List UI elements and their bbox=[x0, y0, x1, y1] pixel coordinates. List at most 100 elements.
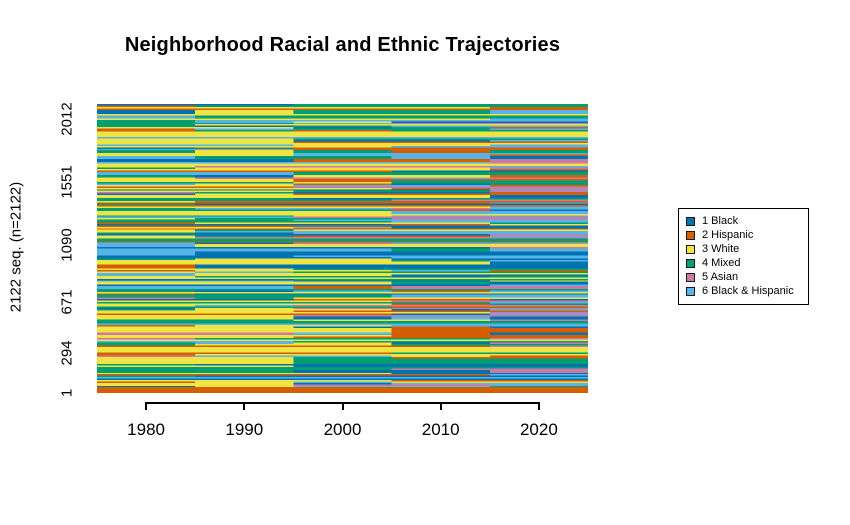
sequence-segment bbox=[489, 134, 588, 137]
sequence-segment bbox=[97, 124, 196, 126]
legend-label: 6 Black & Hispanic bbox=[702, 285, 794, 297]
sequence-segment bbox=[489, 303, 588, 306]
sequence-segment bbox=[195, 225, 294, 228]
sequence-segment bbox=[391, 336, 490, 339]
sequence-segment bbox=[97, 368, 196, 371]
sequence-segment bbox=[97, 239, 196, 242]
sequence-segment bbox=[391, 231, 490, 233]
sequence-segment bbox=[195, 300, 294, 303]
sequence-segment bbox=[391, 330, 490, 333]
sequence-segment bbox=[489, 255, 588, 258]
sequence-segment bbox=[293, 147, 392, 150]
sequence-segment bbox=[391, 125, 490, 128]
legend-item: 6 Black & Hispanic bbox=[686, 286, 808, 297]
sequence-segment bbox=[391, 236, 490, 239]
sequence-segment bbox=[97, 381, 196, 384]
sequence-segment bbox=[195, 271, 294, 274]
sequence-segment bbox=[97, 105, 196, 108]
sequence-segment bbox=[293, 313, 392, 316]
sequence-segment bbox=[293, 117, 392, 119]
sequence-segment bbox=[195, 221, 294, 223]
sequence-segment bbox=[293, 106, 392, 109]
sequence-segment bbox=[293, 355, 392, 358]
sequence-segment bbox=[489, 144, 588, 147]
sequence-segment bbox=[97, 351, 196, 353]
sequence-segment bbox=[97, 322, 196, 324]
sequence-segment bbox=[97, 385, 196, 388]
sequence-segment bbox=[293, 381, 392, 384]
sequence-segment bbox=[97, 200, 196, 203]
sequence-segment bbox=[391, 105, 490, 108]
sequence-segment bbox=[97, 327, 196, 330]
sequence-segment bbox=[97, 281, 196, 284]
sequence-segment bbox=[293, 145, 392, 148]
sequence-segment bbox=[391, 153, 490, 155]
sequence-segment bbox=[195, 340, 294, 343]
sequence-segment bbox=[489, 301, 588, 304]
sequence-segment bbox=[195, 332, 294, 335]
sequence-segment bbox=[293, 177, 392, 180]
sequence-segment bbox=[489, 306, 588, 309]
sequence-segment bbox=[195, 111, 294, 113]
sequence-segment bbox=[489, 372, 588, 375]
sequence-segment bbox=[489, 156, 588, 158]
sequence-segment bbox=[391, 310, 490, 313]
sequence-segment bbox=[391, 117, 490, 119]
sequence-segment bbox=[391, 268, 490, 271]
sequence-segment bbox=[489, 179, 588, 181]
sequence-segment bbox=[293, 340, 392, 343]
sequence-segment bbox=[195, 268, 294, 271]
sequence-segment bbox=[195, 145, 294, 148]
sequence-segment bbox=[97, 255, 196, 258]
sequence-segment bbox=[293, 270, 392, 272]
sequence-segment bbox=[489, 335, 588, 337]
sequence-segment bbox=[489, 115, 588, 118]
sequence-segment bbox=[489, 164, 588, 167]
sequence-segment bbox=[391, 309, 490, 311]
sequence-segment bbox=[391, 228, 490, 231]
sequence-segment bbox=[489, 307, 588, 310]
sequence-segment bbox=[391, 111, 490, 113]
sequence-segment bbox=[195, 343, 294, 346]
sequence-segment bbox=[293, 222, 392, 225]
sequence-segment bbox=[195, 345, 294, 348]
sequence-segment bbox=[293, 228, 392, 231]
sequence-segment bbox=[195, 153, 294, 155]
sequence-segment bbox=[195, 368, 294, 371]
sequence-segment bbox=[391, 210, 490, 213]
sequence-segment bbox=[195, 239, 294, 242]
legend-swatch-icon bbox=[686, 231, 695, 240]
sequence-segment bbox=[489, 359, 588, 362]
sequence-segment bbox=[489, 265, 588, 268]
sequence-segment bbox=[97, 114, 196, 116]
sequence-segment bbox=[293, 229, 392, 232]
sequence-segment bbox=[97, 225, 196, 228]
sequence-segment bbox=[391, 306, 490, 309]
sequence-segment bbox=[391, 170, 490, 173]
sequence-segment bbox=[293, 278, 392, 281]
sequence-segment bbox=[293, 130, 392, 132]
sequence-segment bbox=[293, 274, 392, 277]
legend: 1 Black 2 Hispanic 3 White 4 Mixed 5 Asian 6 … bbox=[678, 208, 809, 305]
sequence-segment bbox=[489, 121, 588, 124]
sequence-segment bbox=[391, 223, 490, 226]
sequence-segment bbox=[391, 216, 490, 219]
sequence-segment bbox=[97, 221, 196, 223]
sequence-segment bbox=[391, 242, 490, 245]
sequence-segment bbox=[391, 150, 490, 152]
sequence-segment bbox=[97, 314, 196, 317]
sequence-segment bbox=[195, 182, 294, 184]
sequence-segment bbox=[293, 111, 392, 113]
sequence-segment bbox=[97, 167, 196, 170]
sequence-segment bbox=[97, 151, 196, 154]
sequence-segment bbox=[195, 374, 294, 376]
sequence-segment bbox=[97, 117, 196, 119]
sequence-segment bbox=[391, 325, 490, 327]
sequence-segment bbox=[195, 164, 294, 167]
sequence-segment bbox=[391, 356, 490, 359]
sequence-segment bbox=[293, 299, 392, 301]
sequence-segment bbox=[195, 375, 294, 378]
sequence-segment bbox=[391, 375, 490, 378]
sequence-segment bbox=[195, 372, 294, 375]
sequence-segment bbox=[489, 195, 588, 197]
